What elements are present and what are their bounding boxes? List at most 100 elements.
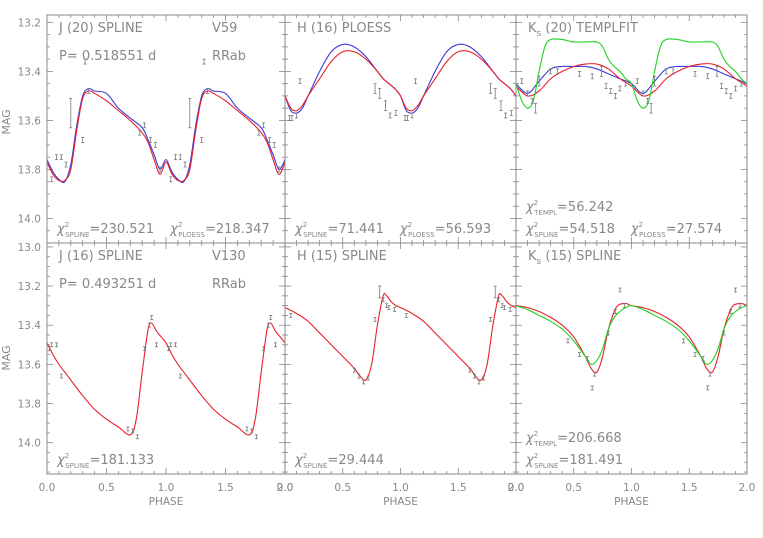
panel-label: H (16) PLOESS [297,21,391,36]
data-point [493,285,497,299]
chi-square-label: χ2 PLOESS=27.574 [630,221,722,239]
data-point [681,338,685,344]
data-point [482,375,486,381]
data-point [269,315,273,320]
data-point [618,287,622,293]
y-tick-label: 13.4 [18,66,42,78]
data-point [556,68,560,75]
x-tick-label: 1.5 [681,482,698,494]
data-point [613,93,617,99]
data-point [257,129,261,136]
x-tick-label: 1.0 [158,482,175,494]
data-point [143,122,147,129]
data-point [530,97,534,104]
data-point [586,356,590,361]
panel-frame [515,242,748,475]
data-point [262,346,266,352]
data-point [706,385,710,391]
y-tick-label: 13.6 [18,359,42,371]
panel-label: RRab [212,49,246,64]
data-point [722,330,726,336]
chi-square-label: χ2 SPLINE=181.491 [525,452,623,470]
data-point [671,68,675,75]
data-point [393,307,397,312]
y-tick-label: 13.2 [18,17,41,29]
data-point [708,371,712,377]
data-point [147,322,151,328]
data-point [178,154,182,161]
x-tick-label: 0.0 [39,482,56,494]
y-tick-label: 13.6 [18,115,42,127]
data-point [245,426,249,432]
data-point [646,97,650,104]
panel-frame [284,242,517,475]
data-point [59,373,63,379]
data-point [50,176,54,183]
data-point [87,88,91,94]
x-tick-label: 1.0 [392,482,409,494]
data-point [489,83,493,94]
y-tick-label: 13.2 [18,281,41,293]
data-point [135,434,139,440]
light-curve-panel: H (15) SPLINE χ2 SPLINE=29.444 [284,242,517,475]
fit-curve-red [285,292,516,382]
x-axis-label: PHASE [614,496,649,508]
x-tick-label: 0.5 [98,482,115,494]
panel-label: V59 [212,21,237,36]
y-tick-label: 14.0 [18,213,41,225]
data-point [649,102,653,114]
panel-frame [284,14,517,244]
chi-square-label: χ2 SPLINE=29.444 [294,452,384,470]
data-point [641,90,645,97]
data-point [468,367,472,373]
data-point [200,137,204,143]
panel-label: H (15) SPLINE [297,249,387,264]
data-point [50,342,54,348]
fit-curve-blue [47,87,285,184]
data-point [366,375,370,381]
data-point [739,80,743,87]
data-point [149,137,153,143]
data-point [489,316,493,322]
data-point [497,297,501,303]
data-point [266,322,270,328]
data-point [534,102,538,114]
y-tick-label: 13.4 [18,320,42,332]
data-point [169,342,173,348]
chi-square-label: χ2 PLOESS=218.347 [169,221,270,239]
data-point [724,88,728,94]
data-point [83,58,87,65]
chi-square-label: χ2 SPLINE=181.133 [56,452,154,470]
panel-label: J (16) SPLINE [58,249,143,264]
panel-label: Ks (20) TEMPLFIT [528,21,638,39]
data-point [590,385,594,391]
panel-label: P= 0.493251 d [59,277,156,292]
data-point [499,100,503,112]
panel-label: P= 0.518551 d [59,49,156,64]
data-point [578,70,582,77]
data-point [472,373,476,379]
data-point [613,309,617,314]
y-tick-label: 13.8 [18,164,41,176]
chi-square-label: χ2 SPLINE=230.521 [56,221,154,239]
y-axis-label-bottom: MAG [0,345,13,370]
data-point [693,352,697,357]
x-axis-label: PHASE [149,496,184,508]
data-point [385,303,389,309]
data-point [623,303,627,309]
data-point [206,88,210,94]
data-point [733,85,737,92]
data-point [64,161,68,168]
data-point [59,154,63,161]
fit-curve-green [516,305,747,366]
data-point [268,137,272,143]
fit-curve-red [516,302,747,374]
data-point [720,83,724,89]
data-point [509,110,513,116]
light-curve-panel: H (16) PLOESS χ2 SPLINE=71.441 χ2 PLOESS=56.… [284,14,517,244]
data-point [738,303,742,309]
data-point [126,426,130,432]
data-point [174,342,178,348]
data-point [131,428,135,434]
x-tick-label: 0.0 [508,482,525,494]
